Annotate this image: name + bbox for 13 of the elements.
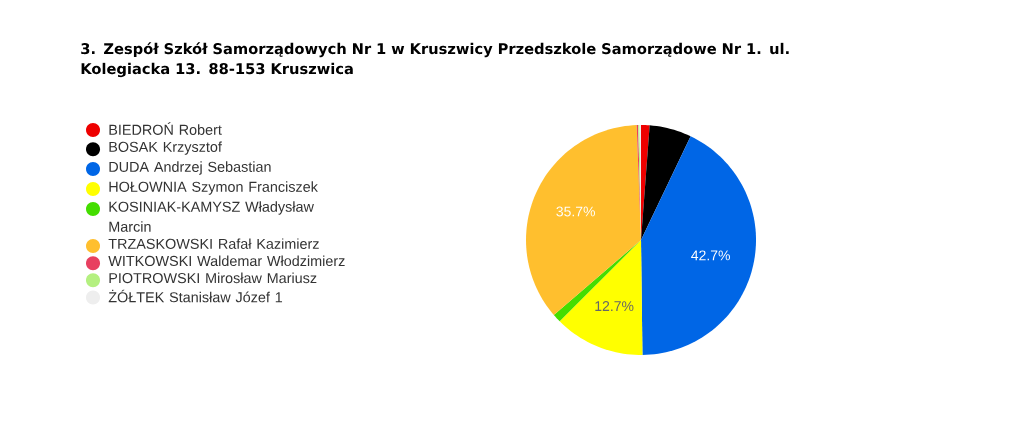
- legend-label: HOŁOWNIA Szymon Franciszek: [109, 181, 318, 195]
- legend-label: WITKOWSKI Waldemar Włodzimierz: [108, 255, 345, 267]
- chart-title: 3. Zespół Szkół Samorządowych Nr 1 w Kruszwicy Przedszkole Samorządowe Nr 1. ul. Kolegiacka 13. 88-153 Kruszwica: [81, 42, 789, 78]
- data-label: 35.7%: [556, 206, 595, 217]
- data-label: 42.7%: [691, 250, 730, 261]
- legend-label: BIEDROŃ Robert: [109, 122, 222, 135]
- legend-label: ŻÓŁTEK Stanisław Józef 1: [108, 289, 283, 303]
- legend-label: BOSAK Krzysztof: [109, 141, 222, 155]
- legend-label: PIOTROWSKI Mirosław Mariusz: [109, 272, 317, 284]
- legend-label: KOSINIAK-KAMYSZ Władysław Marcin: [109, 201, 314, 232]
- legend-label: TRZASKOWSKI Rafał Kazimierz: [108, 238, 319, 249]
- legend-label: DUDA Andrzej Sebastian: [109, 161, 271, 175]
- data-label: 12.7%: [595, 301, 634, 311]
